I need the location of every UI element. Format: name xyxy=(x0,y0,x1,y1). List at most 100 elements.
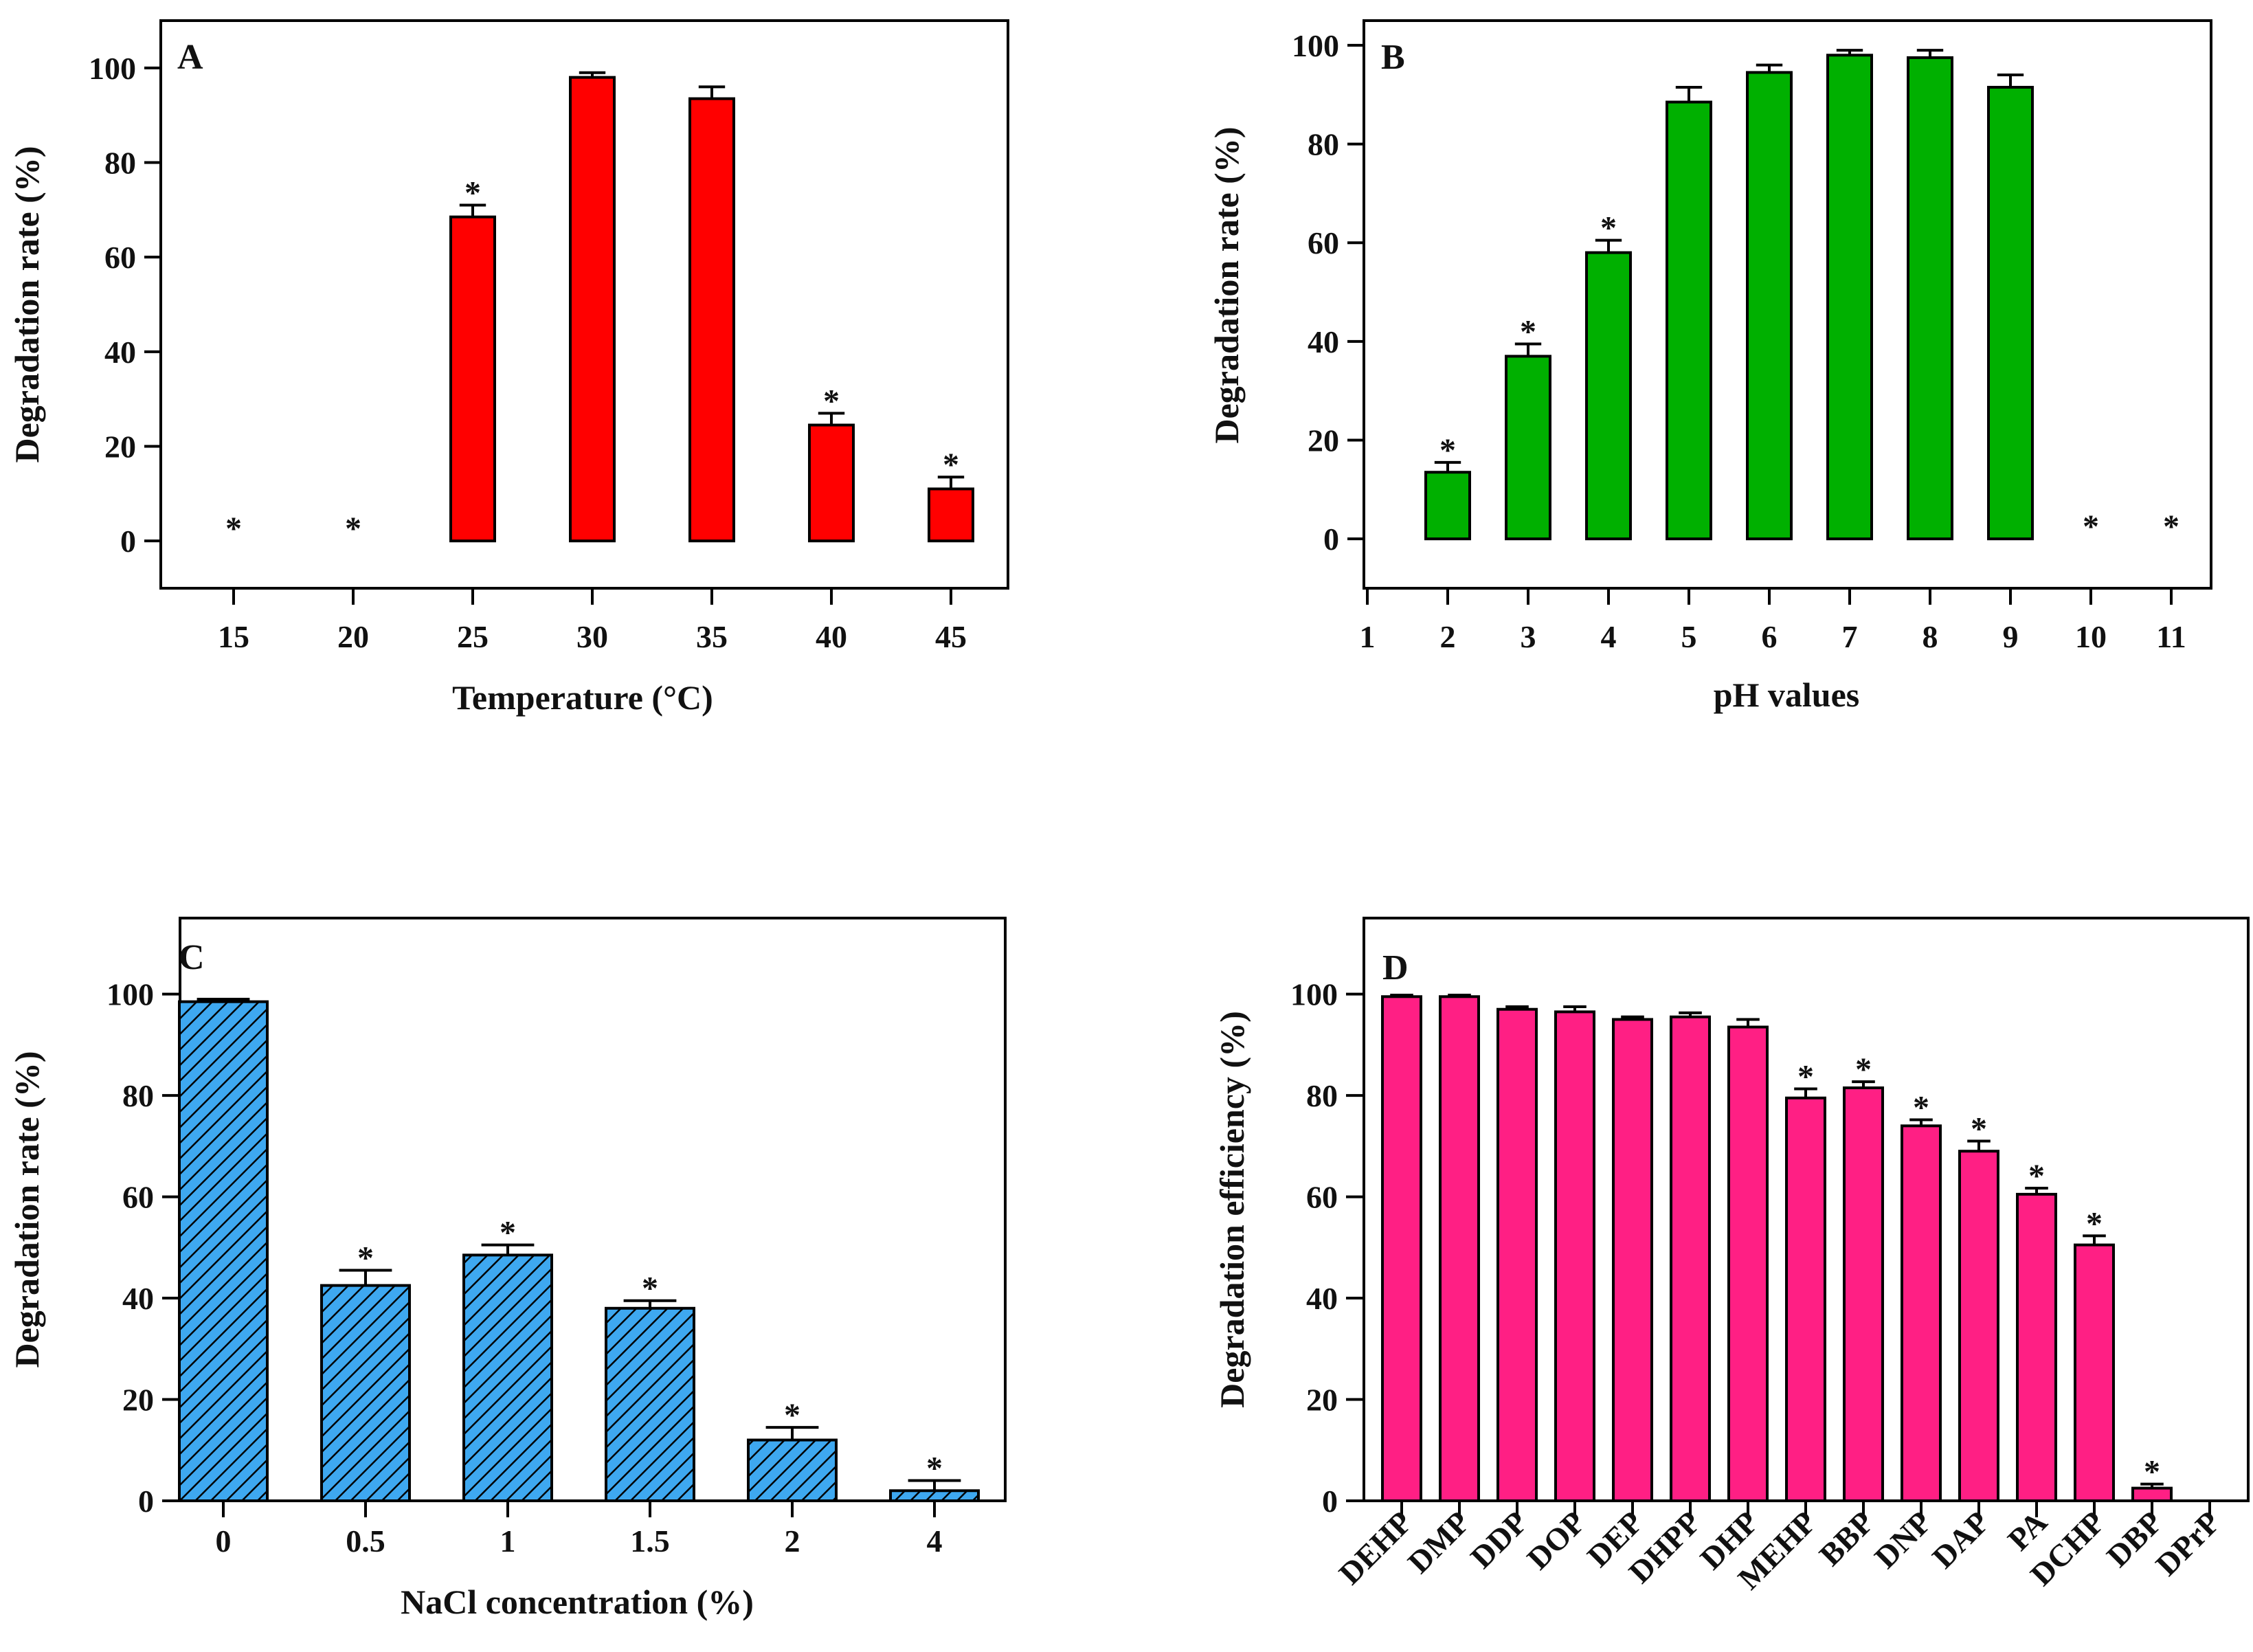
x-tick-label: 8 xyxy=(1923,619,1938,654)
y-tick-label: 0 xyxy=(1323,522,1339,557)
bar xyxy=(747,1438,838,1502)
y-tick-label: 100 xyxy=(107,977,154,1012)
y-tick-label: 80 xyxy=(1306,1078,1338,1113)
y-tick-label: 40 xyxy=(1306,1281,1338,1316)
significance-star: * xyxy=(345,511,361,547)
x-tick-label: 10 xyxy=(2075,619,2107,654)
significance-star: * xyxy=(2083,509,2099,545)
bar xyxy=(449,215,496,543)
panel-letter: B xyxy=(1381,38,1405,77)
significance-star: * xyxy=(943,447,959,483)
x-tick-label: DNP xyxy=(1868,1504,1938,1575)
x-tick-label: 25 xyxy=(457,619,489,654)
bar xyxy=(928,487,974,543)
panel-letter: D xyxy=(1382,948,1409,987)
x-tick-label: 7 xyxy=(1842,619,1858,654)
bar xyxy=(1907,56,1953,541)
x-tick-label: DDP xyxy=(1464,1504,1534,1575)
x-tick-label: 0 xyxy=(216,1523,232,1559)
x-tick-label: 11 xyxy=(2156,619,2186,654)
bar xyxy=(1381,995,1422,1502)
y-tick-label: 60 xyxy=(1308,225,1339,260)
significance-star: * xyxy=(1600,210,1617,247)
bar xyxy=(1987,85,2034,541)
significance-star: * xyxy=(926,1451,943,1487)
y-tick-label: 80 xyxy=(104,146,136,181)
x-axis-title: Temperature (°C) xyxy=(452,678,713,717)
significance-star: * xyxy=(500,1215,516,1251)
x-tick-label: 40 xyxy=(816,619,847,654)
significance-star: * xyxy=(784,1397,800,1433)
x-tick-label: DPrP xyxy=(2149,1504,2227,1583)
y-tick-label: 80 xyxy=(122,1078,154,1113)
significance-star: * xyxy=(1971,1110,1987,1147)
bar xyxy=(2074,1243,2115,1503)
significance-star: * xyxy=(2086,1205,2103,1242)
y-tick-label: 60 xyxy=(1306,1180,1338,1215)
y-tick-label: 20 xyxy=(1306,1383,1338,1418)
x-tick-label: 5 xyxy=(1681,619,1697,654)
y-tick-label: 100 xyxy=(1292,28,1339,63)
y-tick-label: 20 xyxy=(1308,423,1339,458)
y-tick-label: 0 xyxy=(1322,1484,1338,1519)
bar xyxy=(462,1253,553,1503)
significance-star: * xyxy=(464,175,481,211)
bar xyxy=(688,97,735,543)
y-tick-label: 0 xyxy=(138,1484,154,1519)
bar xyxy=(1424,471,1471,541)
bar xyxy=(569,76,616,543)
x-axis-title: pH values xyxy=(1714,676,1860,714)
x-tick-label: 1.5 xyxy=(630,1523,670,1559)
y-tick-label: 100 xyxy=(1290,977,1338,1012)
plot-frame xyxy=(1363,19,2212,590)
y-tick-label: 100 xyxy=(89,51,136,86)
y-tick-label: 80 xyxy=(1308,127,1339,162)
x-tick-label: 9 xyxy=(2003,619,2019,654)
x-tick-label: 2 xyxy=(1440,619,1456,654)
bar xyxy=(178,1000,269,1502)
bar xyxy=(1843,1086,1884,1503)
y-tick-label: 20 xyxy=(104,429,136,465)
bar xyxy=(1670,1015,1711,1502)
x-tick-label: 4 xyxy=(1601,619,1617,654)
bar xyxy=(1746,71,1793,541)
x-tick-label: DAP xyxy=(1925,1504,1996,1575)
bar xyxy=(808,423,855,543)
plot-frame xyxy=(179,917,1007,1502)
x-tick-label: DEHP xyxy=(1332,1504,1419,1591)
x-tick-label: 1 xyxy=(500,1523,516,1559)
bar xyxy=(1901,1124,1942,1502)
y-tick-label: 20 xyxy=(122,1383,154,1418)
significance-star: * xyxy=(1520,313,1536,350)
significance-star: * xyxy=(1439,432,1456,469)
bar xyxy=(1958,1150,1999,1502)
significance-star: * xyxy=(2028,1158,2045,1194)
x-tick-label: 15 xyxy=(218,619,249,654)
x-tick-label: BBP xyxy=(1813,1504,1881,1572)
x-tick-label: 20 xyxy=(337,619,369,654)
x-tick-label: 1 xyxy=(1360,619,1376,654)
bar xyxy=(889,1489,980,1503)
y-tick-label: 40 xyxy=(104,335,136,370)
bar xyxy=(1727,1025,1769,1503)
plot-frame xyxy=(159,19,1009,590)
y-tick-label: 0 xyxy=(120,524,136,559)
significance-star: * xyxy=(642,1271,658,1307)
x-tick-label: DOP xyxy=(1520,1504,1592,1576)
bar xyxy=(320,1284,411,1502)
bar xyxy=(1497,1007,1538,1503)
y-axis-title: Degradation efficiency (%) xyxy=(1213,1011,1251,1408)
significance-star: * xyxy=(2144,1454,2160,1491)
y-axis-title: Degradation rate (%) xyxy=(1207,127,1246,444)
bar xyxy=(1612,1018,1653,1502)
x-tick-label: 35 xyxy=(696,619,728,654)
significance-star: * xyxy=(823,383,840,419)
bar xyxy=(2016,1192,2057,1503)
chart-panel-d: 020406080100DEHPDMPDDPDOPDEPDHPPDHPMEHPB… xyxy=(1213,917,2250,1596)
x-axis-title: NaCl concentration (%) xyxy=(401,1583,754,1621)
significance-star: * xyxy=(225,511,242,547)
y-tick-label: 40 xyxy=(122,1281,154,1316)
bar xyxy=(1505,355,1551,541)
x-tick-label: 2 xyxy=(785,1523,800,1559)
